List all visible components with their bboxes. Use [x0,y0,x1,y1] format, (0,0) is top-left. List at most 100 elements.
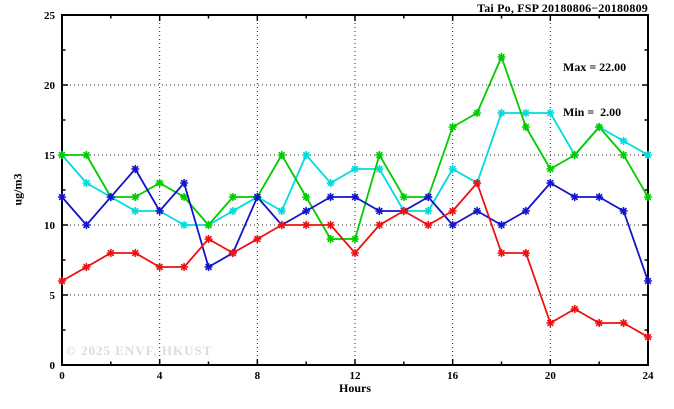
series-red-series-marker [82,262,91,272]
y-tick-label: 10 [44,220,56,232]
series-green-series-marker [204,220,213,230]
series-cyan-series-marker [301,150,311,160]
series-green-series-marker [301,192,311,202]
y-tick-label: 25 [44,10,56,22]
series-blue-series-marker [57,192,67,202]
series-blue-series-marker [570,192,579,202]
series-cyan-series-marker [350,164,360,174]
x-tick-label: 0 [59,370,65,382]
series-green-series-marker [131,192,140,202]
series-blue-series-marker [204,262,213,272]
series-blue-series-marker [106,192,116,202]
series-blue-series-marker [619,206,628,216]
series-cyan-series-marker [179,220,189,230]
series-blue-series-marker [643,276,653,286]
series-cyan-series-marker [228,206,238,216]
series-blue-series-marker [253,192,262,202]
series-cyan-series-marker [619,136,628,146]
series-blue-series-marker [350,192,360,202]
series-red-series-marker [497,248,506,258]
series-green-series-marker [228,192,238,202]
series-cyan-series-marker [424,206,433,216]
series-green-series-marker [570,150,579,160]
series-cyan-series-marker [643,150,653,160]
series-cyan-series-marker [375,164,384,174]
series-cyan-series-marker [326,178,335,188]
series-red-series-marker [301,220,311,230]
series-red-series-marker [204,234,213,244]
series-red-series-marker [375,220,384,230]
series-red-series-marker [643,332,653,342]
x-axis-label: Hours [338,381,371,395]
series-red-series-marker [228,248,238,258]
series-green-series-marker [179,192,189,202]
series-blue-series-marker [448,220,457,230]
series-red-series-marker [253,234,262,244]
x-tick-label: 16 [447,370,459,382]
series-green-series-marker [472,108,482,118]
y-tick-label: 5 [50,290,56,302]
series-green-series-marker [546,164,555,174]
series-red-series-marker [57,276,67,286]
series-blue-series-marker [497,220,506,230]
series-cyan-series-marker [448,164,457,174]
series-red-series-marker [594,318,604,328]
series-green-series-marker [350,234,360,244]
series-blue-series-marker [179,178,189,188]
series-green-series-marker [497,52,506,62]
series-green-series-marker [594,122,604,132]
series-red-series-marker [521,248,531,258]
annotation-min: Min = 2.00 [563,105,622,119]
series-blue-series-marker [546,178,555,188]
series-green-series-marker [399,192,409,202]
series-red-series-marker [424,220,433,230]
x-tick-label: 12 [350,370,362,382]
series-red-series-marker [179,262,189,272]
series-cyan-series-marker [497,108,506,118]
series-blue-series-marker [155,206,164,216]
y-tick-label: 0 [50,360,56,372]
series-cyan-series-marker [546,108,555,118]
series-blue-series-marker [82,220,91,230]
series-green-series-marker [82,150,91,160]
x-tick-label: 24 [643,370,655,382]
series-red-series-marker [350,248,360,258]
series-red-series-marker [131,248,140,258]
series-blue-series-marker [521,206,531,216]
series-blue-series-marker [424,192,433,202]
series-green-series-marker [375,150,384,160]
series-blue-series-marker [301,206,311,216]
series-red-series-marker [619,318,628,328]
max-min-annotation: Max = 22.00 Min = 2.00 [563,30,626,150]
series-red-series-marker [326,220,335,230]
x-tick-label: 8 [255,370,261,382]
series-green-series-marker [643,192,653,202]
series-green-series-marker [277,150,286,160]
y-tick-label: 20 [44,80,56,92]
series-blue-series-marker [326,192,335,202]
watermark: © 2025 ENVF, HKUST [66,343,213,358]
series-green-series-marker [326,234,335,244]
series-red-series-marker [570,304,579,314]
series-blue-series-line [61,168,649,282]
y-axis-label: ug/m3 [10,173,25,206]
series-red-series-marker [277,220,286,230]
series-red-series-marker [106,248,116,258]
series-cyan-series-marker [521,108,531,118]
series-red-series-marker [546,318,555,328]
series-green-series-marker [448,122,457,132]
series-blue-series-marker [131,164,140,174]
series-cyan-series-marker [277,206,286,216]
series-red-series-marker [448,206,457,216]
series-cyan-series-marker [82,178,91,188]
x-tick-label: 20 [545,370,557,382]
series-green-series-marker [155,178,164,188]
series-blue-series-marker [594,192,604,202]
series-green-series-marker [619,150,628,160]
series-green-series-marker [57,150,67,160]
series-red-series-marker [155,262,164,272]
series-blue-series-marker [472,206,482,216]
series-red-series-marker [399,206,409,216]
series-green-series-marker [521,122,531,132]
